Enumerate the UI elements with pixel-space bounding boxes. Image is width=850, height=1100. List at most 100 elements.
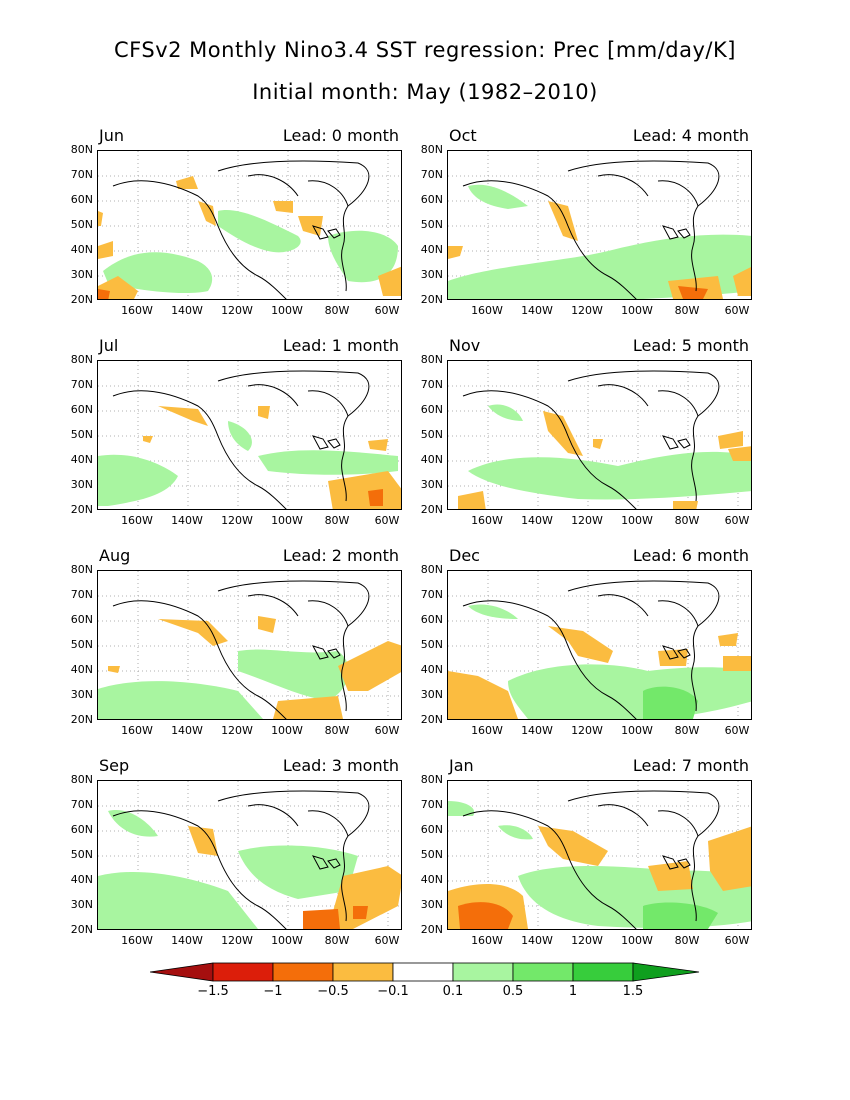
map-canvas [448, 151, 751, 299]
panel-month-label: Jan [449, 756, 474, 775]
map-canvas [98, 151, 401, 299]
latitude-tick-label: 40N [70, 663, 93, 676]
latitude-tick-label: 60N [70, 613, 93, 626]
latitude-tick-label: 70N [70, 798, 93, 811]
panel-lead-label: Lead: 2 month [282, 546, 399, 565]
longitude-tick-label: 120W [571, 514, 603, 527]
longitude-tick-label: 60W [374, 724, 400, 737]
colorbar-tick-label: 1 [568, 984, 578, 999]
latitude-tick-label: 20N [70, 503, 93, 516]
longitude-tick-label: 160W [471, 934, 503, 947]
figure-title: CFSv2 Monthly Nino3.4 SST regression: Pr… [114, 38, 736, 62]
map-panel-dec [447, 570, 752, 720]
map-panel-jul [97, 360, 402, 510]
colorbar-tick-label: 0.1 [442, 984, 464, 999]
longitude-tick-label: 160W [471, 304, 503, 317]
panel-month-label: Aug [99, 546, 131, 565]
latitude-tick-label: 50N [70, 218, 93, 231]
latitude-tick-label: 20N [70, 923, 93, 936]
colorbar [149, 962, 700, 982]
latitude-tick-label: 70N [70, 378, 93, 391]
panel-lead-label: Lead: 7 month [632, 756, 749, 775]
latitude-tick-label: 60N [70, 403, 93, 416]
latitude-tick-label: 60N [420, 613, 443, 626]
longitude-tick-label: 120W [221, 304, 253, 317]
longitude-tick-label: 120W [221, 934, 253, 947]
longitude-tick-label: 140W [521, 304, 553, 317]
map-panel-nov [447, 360, 752, 510]
colorbar-segment [392, 962, 454, 982]
latitude-tick-label: 30N [70, 688, 93, 701]
colorbar-segment [212, 962, 274, 982]
map-canvas [98, 571, 401, 719]
longitude-tick-label: 80W [674, 304, 700, 317]
latitude-tick-label: 60N [70, 193, 93, 206]
longitude-tick-label: 60W [724, 934, 750, 947]
latitude-tick-label: 60N [420, 193, 443, 206]
latitude-tick-label: 40N [70, 453, 93, 466]
latitude-tick-label: 80N [70, 353, 93, 366]
panel-lead-label: Lead: 4 month [632, 126, 749, 145]
latitude-tick-label: 30N [70, 268, 93, 281]
longitude-tick-label: 140W [521, 934, 553, 947]
colorbar-tick-label: 1.5 [622, 984, 644, 999]
panel-month-label: Oct [449, 126, 477, 145]
map-canvas [98, 361, 401, 509]
longitude-tick-label: 60W [724, 304, 750, 317]
panel-lead-label: Lead: 1 month [282, 336, 399, 355]
latitude-tick-label: 30N [420, 688, 443, 701]
latitude-tick-label: 50N [70, 638, 93, 651]
latitude-tick-label: 20N [70, 713, 93, 726]
latitude-tick-label: 20N [420, 293, 443, 306]
latitude-tick-label: 80N [420, 563, 443, 576]
longitude-tick-label: 120W [571, 934, 603, 947]
longitude-tick-label: 100W [621, 934, 653, 947]
longitude-tick-label: 160W [121, 304, 153, 317]
colorbar-segment [512, 962, 574, 982]
longitude-tick-label: 80W [324, 934, 350, 947]
colorbar-tick-label: −0.1 [377, 984, 409, 999]
latitude-tick-label: 70N [70, 168, 93, 181]
latitude-tick-label: 50N [420, 428, 443, 441]
longitude-tick-label: 160W [121, 514, 153, 527]
panel-lead-label: Lead: 5 month [632, 336, 749, 355]
latitude-tick-label: 20N [420, 713, 443, 726]
longitude-tick-label: 140W [171, 934, 203, 947]
longitude-tick-label: 140W [171, 514, 203, 527]
latitude-tick-label: 50N [420, 848, 443, 861]
panel-lead-label: Lead: 6 month [632, 546, 749, 565]
latitude-tick-label: 70N [420, 798, 443, 811]
map-canvas [448, 361, 751, 509]
longitude-tick-label: 120W [571, 304, 603, 317]
map-canvas [448, 571, 751, 719]
colorbar-tick-label: −1.5 [197, 984, 229, 999]
longitude-tick-label: 100W [271, 514, 303, 527]
map-panel-aug [97, 570, 402, 720]
longitude-tick-label: 160W [121, 724, 153, 737]
latitude-tick-label: 40N [70, 243, 93, 256]
longitude-tick-label: 100W [621, 514, 653, 527]
longitude-tick-label: 120W [221, 514, 253, 527]
latitude-tick-label: 60N [420, 403, 443, 416]
map-canvas [98, 781, 401, 929]
longitude-tick-label: 60W [374, 304, 400, 317]
longitude-tick-label: 60W [374, 514, 400, 527]
latitude-tick-label: 30N [70, 478, 93, 491]
map-panel-jun [97, 150, 402, 300]
latitude-tick-label: 20N [420, 923, 443, 936]
longitude-tick-label: 100W [271, 724, 303, 737]
latitude-tick-label: 20N [70, 293, 93, 306]
latitude-tick-label: 20N [420, 503, 443, 516]
colorbar-tick-label: 0.5 [502, 984, 524, 999]
colorbar-segment [572, 962, 634, 982]
latitude-tick-label: 30N [420, 478, 443, 491]
longitude-tick-label: 60W [724, 514, 750, 527]
longitude-tick-label: 100W [271, 304, 303, 317]
colorbar-tick-label: −1 [263, 984, 283, 999]
latitude-tick-label: 40N [70, 873, 93, 886]
longitude-tick-label: 100W [271, 934, 303, 947]
colorbar-segment [632, 962, 700, 982]
latitude-tick-label: 70N [420, 588, 443, 601]
panel-lead-label: Lead: 3 month [282, 756, 399, 775]
colorbar-tick-label: −0.5 [317, 984, 349, 999]
